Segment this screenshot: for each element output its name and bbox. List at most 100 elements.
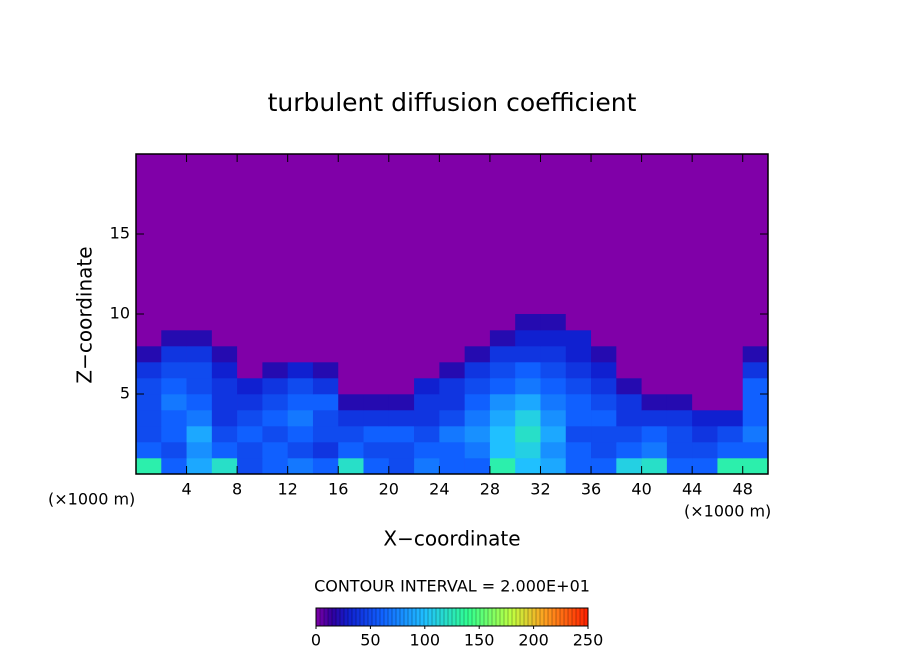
- colorbar-cell: [564, 608, 569, 626]
- field-cell: [742, 362, 769, 379]
- chart-title: turbulent diffusion coefficient: [268, 88, 637, 117]
- field-cell: [363, 314, 390, 331]
- x-tick-label: 8: [232, 480, 242, 499]
- field-cell: [161, 410, 187, 427]
- field-cell: [414, 426, 440, 443]
- field-cell: [565, 346, 592, 363]
- colorbar-cell: [448, 608, 453, 626]
- field-cell: [515, 442, 541, 459]
- field-cell: [414, 346, 440, 363]
- field-cell: [312, 394, 339, 411]
- colorbar-tick-label: 50: [360, 631, 380, 650]
- field-cell: [692, 458, 718, 475]
- field-cell: [666, 394, 693, 411]
- colorbar-cell: [336, 608, 341, 626]
- field-cell: [186, 442, 213, 459]
- field-cell: [262, 378, 288, 395]
- x-tick-label: 24: [429, 480, 449, 499]
- field-cell: [641, 362, 668, 379]
- field-cell: [464, 426, 491, 443]
- colorbar-cell: [544, 608, 549, 626]
- field-cell: [717, 394, 744, 411]
- field-cell: [237, 442, 263, 459]
- field-cell: [464, 330, 491, 347]
- field-cell: [666, 410, 693, 427]
- colorbar-cell: [500, 608, 505, 626]
- field-cell: [439, 346, 465, 363]
- field-cell: [641, 394, 668, 411]
- colorbar-cell: [488, 608, 493, 626]
- field-cell: [211, 426, 238, 443]
- colorbar-cell: [424, 608, 429, 626]
- field-cell: [262, 458, 288, 475]
- colorbar-cell: [416, 608, 421, 626]
- colorbar-cell: [384, 608, 389, 626]
- field-cell: [565, 458, 592, 475]
- field-cell: [591, 442, 617, 459]
- field-cell: [287, 442, 314, 459]
- field-cell: [312, 442, 339, 459]
- field-cell: [237, 458, 263, 475]
- field-cell: [237, 410, 263, 427]
- field-cell: [742, 442, 769, 459]
- colorbar-cell: [356, 608, 361, 626]
- field-cell: [489, 346, 516, 363]
- field-cell: [439, 314, 465, 331]
- colorbar-cell: [372, 608, 377, 626]
- field-cell: [186, 330, 213, 347]
- field-cell: [161, 458, 187, 475]
- x-unit-label: (×1000 m): [684, 502, 771, 521]
- field-cell: [136, 426, 162, 443]
- colorbar-cell: [584, 608, 589, 626]
- field-cell: [742, 458, 769, 475]
- field-cell: [717, 378, 744, 395]
- field-cell: [439, 442, 465, 459]
- field-cell: [616, 378, 642, 395]
- field-cell: [237, 362, 263, 379]
- field-cell: [464, 378, 491, 395]
- field-cell: [262, 362, 288, 379]
- field-cell: [287, 362, 314, 379]
- field-cell: [388, 330, 415, 347]
- field-cell: [717, 346, 744, 363]
- field-cell: [237, 378, 263, 395]
- field-cell: [591, 330, 617, 347]
- field-cell: [464, 458, 491, 475]
- colorbar-cell: [328, 608, 333, 626]
- field-cell: [692, 426, 718, 443]
- field-cell: [489, 314, 516, 331]
- field-cell: [717, 330, 744, 347]
- field-cell: [641, 346, 668, 363]
- field-cell: [666, 442, 693, 459]
- field-cell: [136, 378, 162, 395]
- field-cell: [692, 410, 718, 427]
- field-cell: [388, 346, 415, 363]
- field-cell: [717, 442, 744, 459]
- field-cell: [388, 458, 415, 475]
- field-cell: [616, 426, 642, 443]
- field-cell: [161, 346, 187, 363]
- field-cell: [363, 410, 390, 427]
- field-cell: [666, 378, 693, 395]
- field-cell: [338, 378, 364, 395]
- field-cell: [363, 426, 390, 443]
- field-cell: [363, 378, 390, 395]
- field-cell: [388, 378, 415, 395]
- colorbar-cell: [456, 608, 461, 626]
- colorbar-cell: [536, 608, 541, 626]
- colorbar-cell: [512, 608, 517, 626]
- field-cell: [489, 410, 516, 427]
- field-cell: [565, 314, 592, 331]
- field-cell: [211, 378, 238, 395]
- field-cell: [515, 346, 541, 363]
- field-cell: [186, 426, 213, 443]
- field-cell: [211, 410, 238, 427]
- y-tick-label: 5: [120, 384, 130, 403]
- field-cell: [237, 330, 263, 347]
- field-cell: [237, 346, 263, 363]
- field-cell: [717, 458, 744, 475]
- field-cell: [414, 362, 440, 379]
- field-cell: [540, 410, 567, 427]
- field-cell: [388, 442, 415, 459]
- field-cell: [616, 362, 642, 379]
